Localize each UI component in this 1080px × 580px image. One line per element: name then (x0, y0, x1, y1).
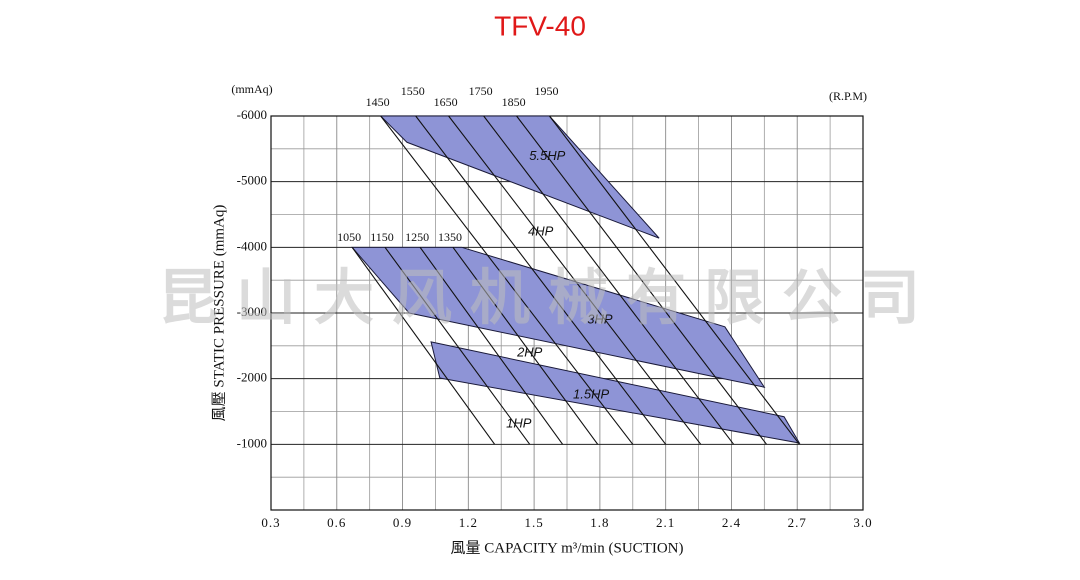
rpm-label: 1350 (438, 230, 462, 244)
y-tick-label: -6000 (237, 107, 267, 122)
rpm-label: 1650 (434, 95, 458, 109)
x-tick-label: 1.8 (590, 515, 609, 530)
rpm-label: 1950 (534, 84, 558, 98)
rpm-label: 1850 (502, 95, 526, 109)
hp-label: 2HP (516, 344, 543, 359)
x-tick-label: 2.1 (656, 515, 675, 530)
x-tick-label: 3.0 (853, 515, 872, 530)
rpm-label: 1050 (337, 230, 361, 244)
plot-frame (270, 115, 864, 511)
rpm-label: 1750 (469, 84, 493, 98)
rpm-line (452, 247, 599, 445)
rpm-line (351, 247, 496, 445)
x-tick-label: 0.3 (261, 515, 280, 530)
rpm-line (448, 115, 702, 445)
rpm-line (380, 115, 634, 445)
y-unit: (mmAq) (231, 82, 272, 96)
y-tick-label: -4000 (237, 238, 267, 253)
hp-band (379, 115, 660, 239)
x-tick-label: 2.4 (722, 515, 741, 530)
x-tick-label: 1.5 (524, 515, 543, 530)
x-axis-label: 風量 CAPACITY m³/min (SUCTION) (451, 540, 684, 556)
y-tick-label: -2000 (237, 370, 267, 385)
hp-label: 4HP (528, 224, 554, 239)
y-tick-label: -3000 (237, 304, 267, 319)
rpm-unit: (R.P.M) (829, 89, 867, 103)
rpm-line (384, 247, 531, 445)
hp-label: 5.5HP (529, 148, 565, 163)
x-tick-label: 2.7 (788, 515, 807, 530)
rpm-label: 1450 (366, 95, 390, 109)
y-tick-label: -1000 (237, 435, 267, 450)
y-axis-label: 風壓 STATIC PRESSURE (mmAq) (211, 205, 227, 422)
rpm-line (415, 115, 667, 445)
hp-band (430, 341, 801, 444)
rpm-line (516, 115, 767, 445)
chart-title: TFV-40 (494, 10, 586, 41)
hp-label: 1HP (506, 415, 532, 430)
hp-label: 1.5HP (573, 387, 609, 402)
rpm-label: 1150 (370, 230, 394, 244)
x-tick-label: 1.2 (459, 515, 478, 530)
x-tick-label: 0.9 (393, 515, 412, 530)
rpm-label: 1250 (405, 230, 429, 244)
rpm-label: 1550 (401, 84, 425, 98)
rpm-line (419, 247, 564, 445)
hp-band (351, 246, 766, 388)
watermark: 昆山大风机械有限公司 (158, 264, 938, 334)
y-tick-label: -5000 (237, 173, 267, 188)
rpm-line (483, 115, 735, 445)
hp-label: 3HP (587, 312, 613, 327)
x-tick-label: 0.6 (327, 515, 346, 530)
rpm-line (549, 115, 800, 445)
